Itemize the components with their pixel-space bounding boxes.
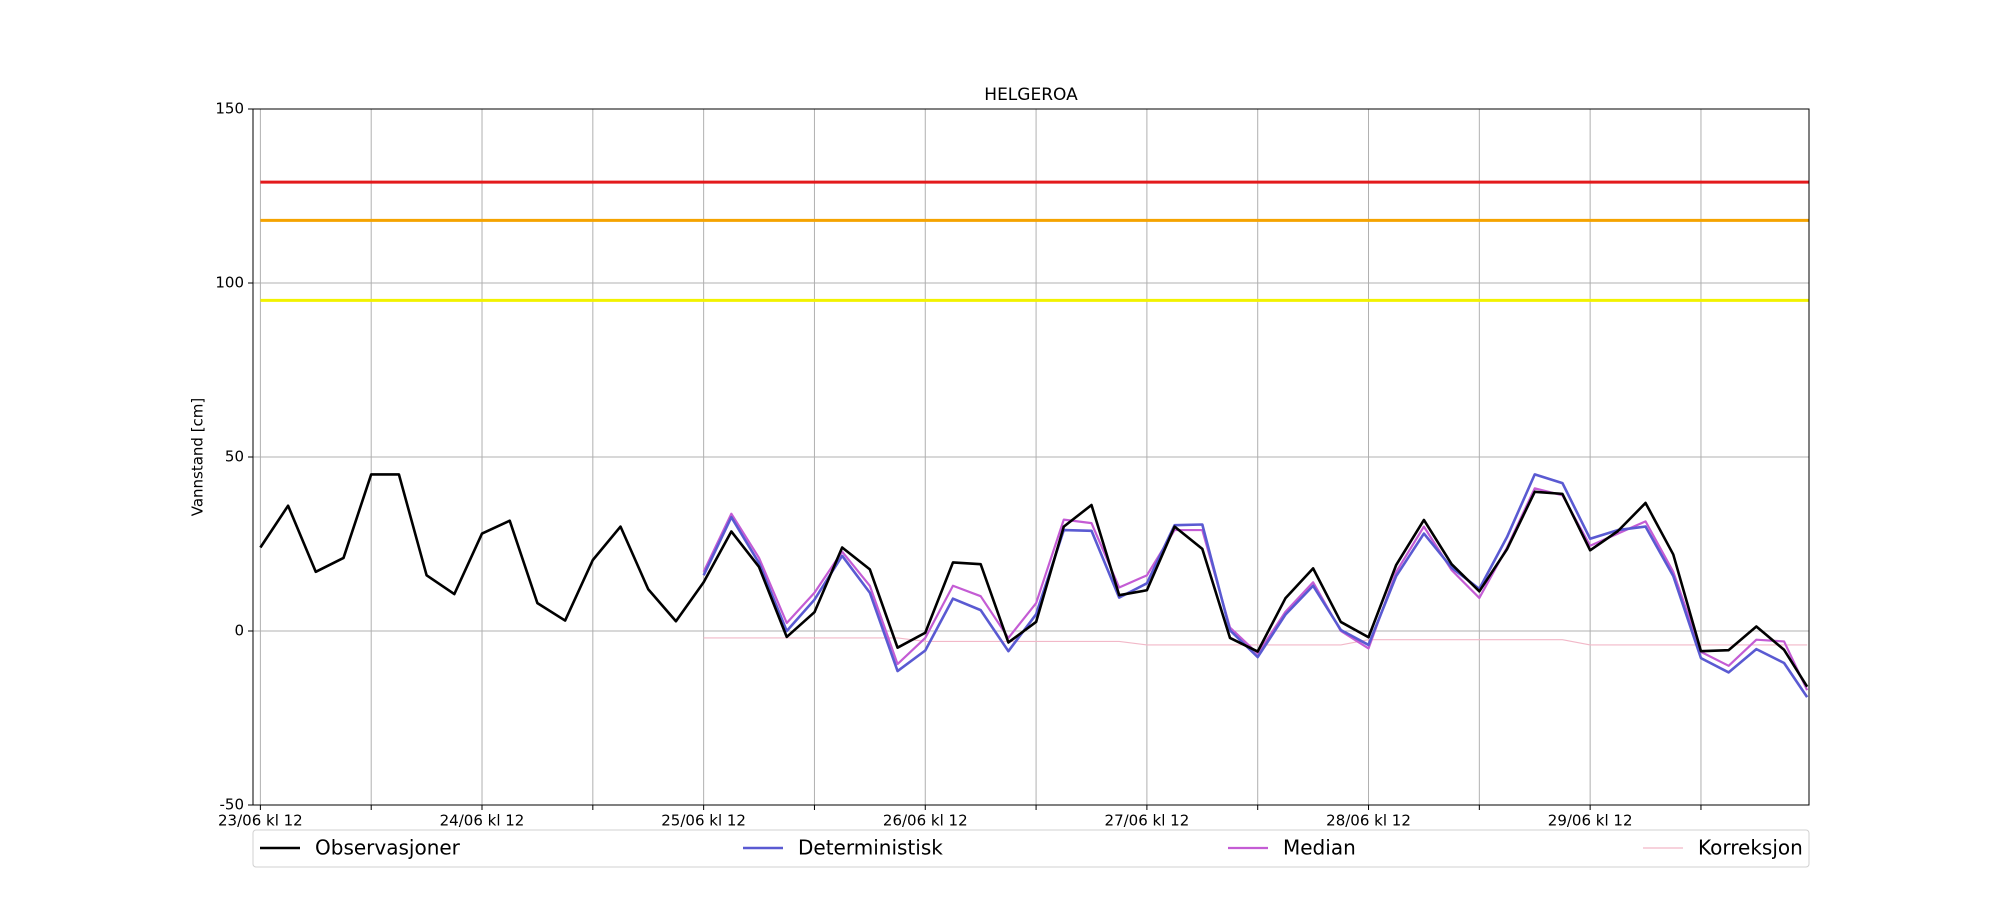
x-tick-label: 24/06 kl 12: [440, 812, 525, 830]
series-line: [702, 473, 1809, 698]
x-tick-label: 28/06 kl 12: [1326, 812, 1411, 830]
x-tick-label: 26/06 kl 12: [883, 812, 968, 830]
y-tick-label: -50: [220, 796, 245, 814]
y-tick-label: 150: [215, 100, 244, 118]
y-tick-label: 100: [215, 274, 244, 292]
x-tick-label: 27/06 kl 12: [1105, 812, 1190, 830]
y-tick-label: 0: [234, 622, 244, 640]
y-axis-label: Vannstand [cm]: [189, 398, 207, 517]
x-tick-label: 23/06 kl 12: [218, 812, 303, 830]
x-tick-label: 25/06 kl 12: [661, 812, 746, 830]
chart-title: HELGEROA: [984, 85, 1078, 105]
legend-text: Deterministisk: [798, 836, 943, 860]
plot-frame: [252, 108, 1810, 806]
series-line: [259, 473, 1809, 688]
y-tick-label: 50: [225, 448, 244, 466]
x-tick-label: 29/06 kl 12: [1548, 812, 1633, 830]
legend-text: Observasjoner: [315, 836, 461, 860]
legend-text: Median: [1283, 836, 1356, 860]
legend-frame: [252, 829, 1810, 868]
legend-text: Korreksjon: [1698, 836, 1803, 860]
